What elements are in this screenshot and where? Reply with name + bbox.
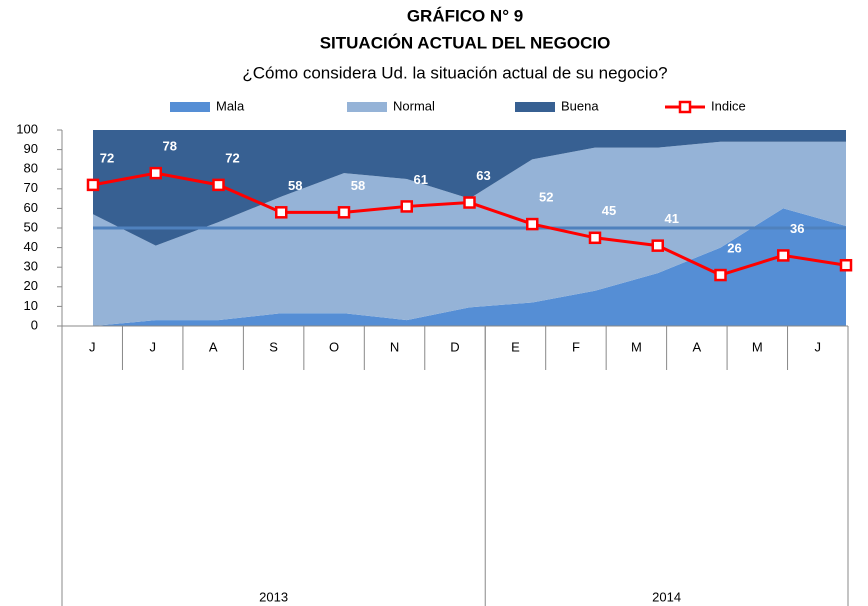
index-marker xyxy=(651,239,664,252)
index-marker xyxy=(212,178,225,192)
value-label: 63 xyxy=(476,168,490,183)
index-marker xyxy=(526,217,539,231)
index-marker xyxy=(777,249,790,262)
index-marker xyxy=(149,166,162,180)
legend-marker xyxy=(678,100,692,114)
area xyxy=(93,130,846,246)
chart-question: ¿Cómo considera Ud. la situación actual … xyxy=(242,63,667,82)
legend-label: Buena xyxy=(561,98,599,113)
index-marker xyxy=(275,206,288,219)
y-tick-label: 90 xyxy=(24,141,38,156)
index-marker xyxy=(86,178,100,192)
chart-subtitle: SITUACIÓN ACTUAL DEL NEGOCIO xyxy=(320,33,611,52)
legend-label: Mala xyxy=(216,98,245,113)
x-tick-label: A xyxy=(693,339,702,354)
group-label: 2014 xyxy=(652,589,681,604)
value-label: 26 xyxy=(727,240,741,255)
x-tick-label: N xyxy=(390,339,399,354)
x-tick-label: O xyxy=(329,339,339,354)
legend-label: Normal xyxy=(393,98,435,113)
value-label: 72 xyxy=(100,150,114,165)
y-tick-label: 0 xyxy=(31,317,38,332)
y-tick-label: 80 xyxy=(24,161,38,176)
value-label: 31 xyxy=(853,231,867,246)
y-tick-label: 70 xyxy=(24,180,38,195)
y-tick-label: 50 xyxy=(24,219,38,234)
value-label: 58 xyxy=(351,178,365,193)
legend-swatch xyxy=(170,102,210,112)
x-tick-label: J xyxy=(89,339,96,354)
legend-label: Indice xyxy=(711,98,746,113)
value-label: 58 xyxy=(288,178,302,193)
x-tick-label: D xyxy=(450,339,459,354)
x-tick-label: S xyxy=(269,339,278,354)
legend-swatch xyxy=(347,102,387,112)
index-marker xyxy=(588,231,602,245)
value-label: 41 xyxy=(665,211,679,226)
value-label: 78 xyxy=(163,139,177,154)
group-label: 2013 xyxy=(259,589,288,604)
value-label: 52 xyxy=(539,190,553,205)
x-tick-label: M xyxy=(631,339,642,354)
index-marker xyxy=(337,206,351,219)
index-marker xyxy=(839,258,853,272)
y-tick-label: 30 xyxy=(24,259,38,274)
index-marker xyxy=(714,268,727,282)
value-label: 36 xyxy=(790,221,804,236)
y-tick-label: 40 xyxy=(24,239,38,254)
x-tick-label: E xyxy=(511,339,520,354)
x-tick-label: A xyxy=(209,339,218,354)
y-tick-label: 20 xyxy=(24,278,38,293)
y-tick-label: 100 xyxy=(16,121,38,136)
area xyxy=(93,141,846,326)
chart-title: GRÁFICO N° 9 xyxy=(407,6,523,25)
y-tick-label: 10 xyxy=(24,298,38,313)
value-label: 72 xyxy=(225,150,239,165)
index-marker xyxy=(463,196,476,209)
x-tick-label: J xyxy=(149,339,156,354)
x-tick-label: M xyxy=(752,339,763,354)
value-label: 45 xyxy=(602,203,616,218)
x-tick-label: F xyxy=(572,339,580,354)
area xyxy=(93,208,846,326)
value-label: 61 xyxy=(414,172,428,187)
x-tick-label: J xyxy=(815,339,822,354)
legend-swatch xyxy=(515,102,555,112)
index-marker xyxy=(400,200,413,213)
y-tick-label: 60 xyxy=(24,200,38,215)
